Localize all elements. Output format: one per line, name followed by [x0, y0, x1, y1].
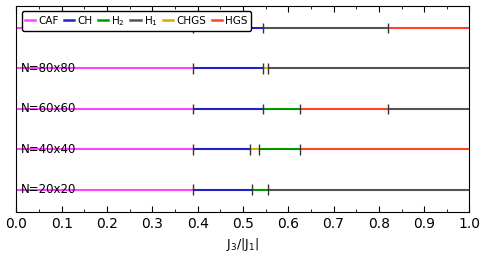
- Text: N=80x80: N=80x80: [21, 62, 76, 75]
- Legend: CAF, CH, H$_2$, H$_1$, CHGS, HGS: CAF, CH, H$_2$, H$_1$, CHGS, HGS: [22, 11, 251, 31]
- X-axis label: J$_3$/|J$_1$|: J$_3$/|J$_1$|: [226, 236, 260, 254]
- Text: N=40x40: N=40x40: [21, 143, 76, 156]
- Text: N=60x60: N=60x60: [21, 102, 76, 115]
- Text: N=20x20: N=20x20: [21, 183, 76, 196]
- Text: N=100x100: N=100x100: [21, 21, 91, 34]
